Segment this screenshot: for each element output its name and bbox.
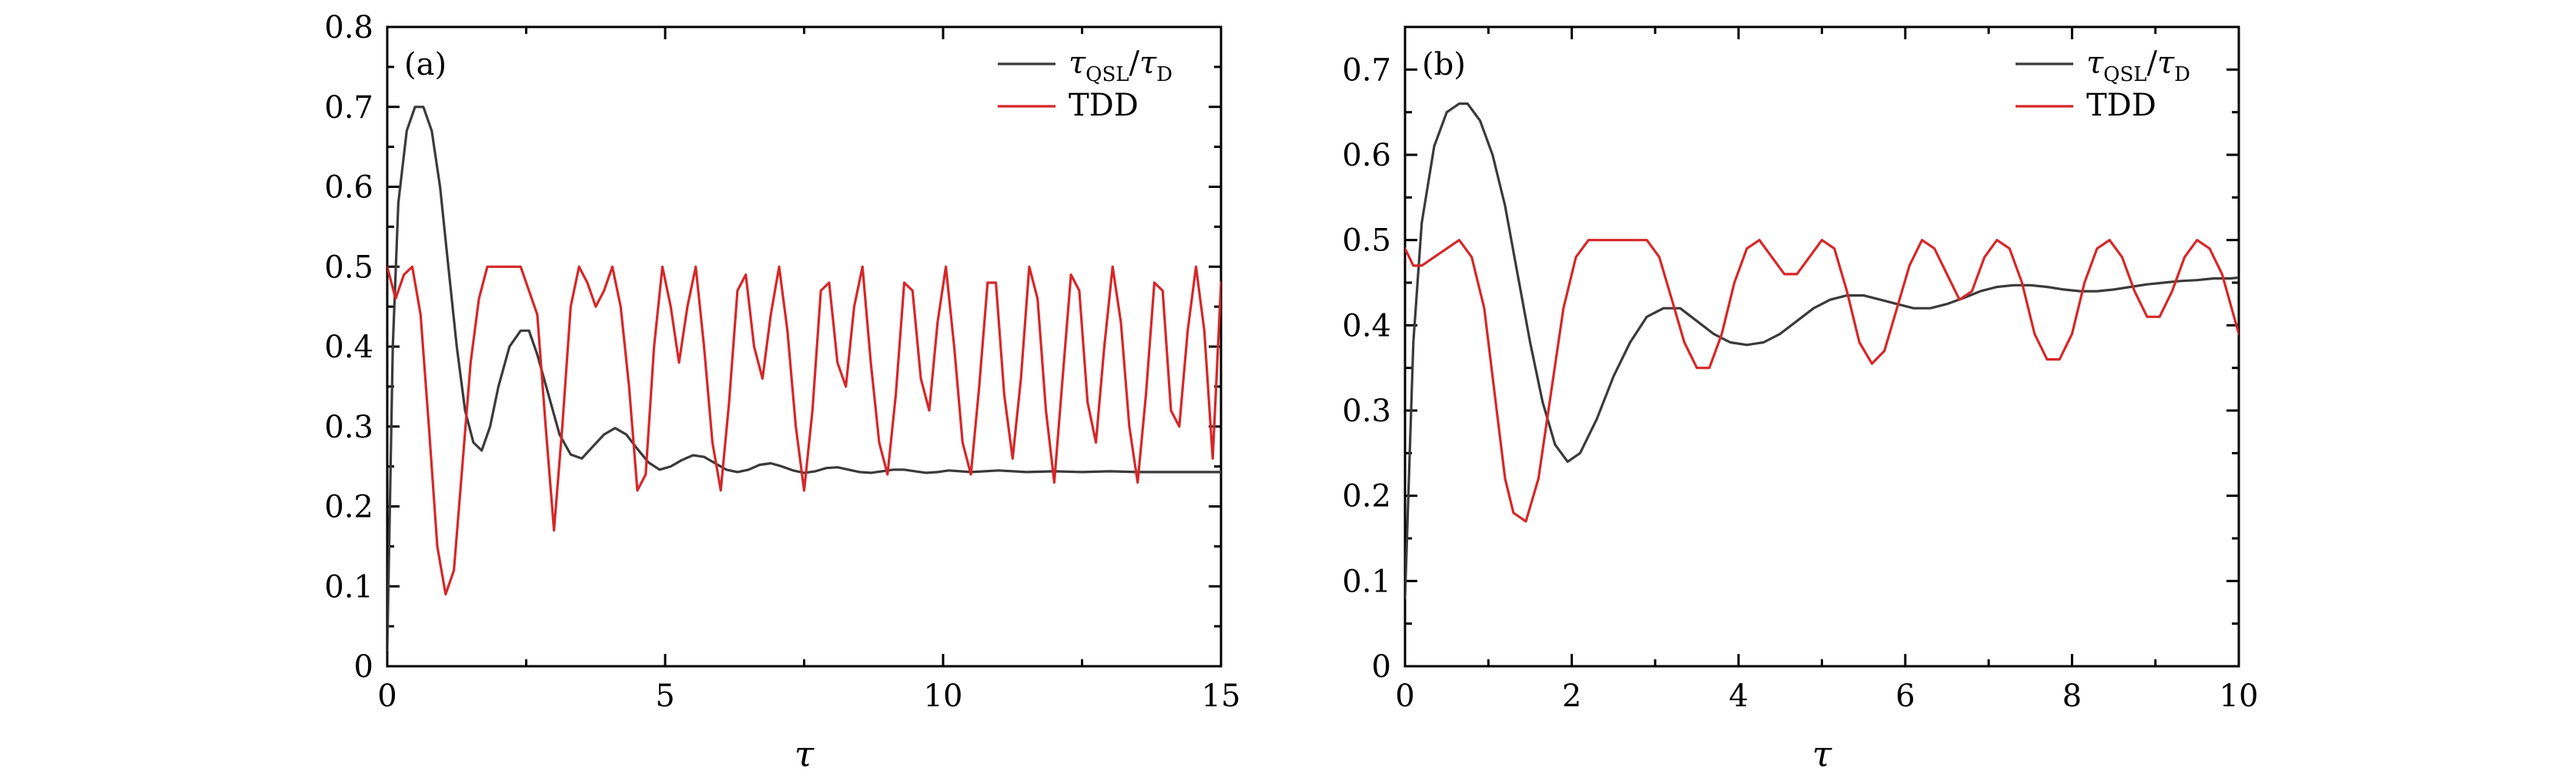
series-line-b-qsl [1405,102,2239,600]
legend-sub-d-b: D [2174,63,2190,86]
legend-label-a-0: τQSL/τD [1069,45,1173,86]
legend-label-b-0: τQSL/τD [2086,45,2190,86]
y-tick-label-b-5: 0.5 [1342,223,1391,259]
x-tick-label-a-0: 0 [377,679,396,714]
legend-slash-b: / [2147,45,2158,81]
legend-label-b-1: TDD [2086,88,2156,123]
legend-tau-b: τ [2086,45,2104,81]
legend-tau2-b: τ [2157,45,2175,81]
legend-label-a-1: TDD [1069,88,1139,123]
y-tick-label-a-6: 0.6 [324,170,373,206]
y-tick-label-b-2: 0.2 [1342,479,1391,515]
x-tick-label-a-1: 5 [655,679,674,714]
x-tick-label-b-0: 0 [1395,679,1414,714]
x-tick-label-b-2: 4 [1728,679,1748,714]
legend-tau2-a: τ [1139,45,1157,81]
series-line-b-tdd [1405,239,2239,523]
legend-sub-d-a: D [1156,63,1173,86]
y-tick-label-a-1: 0.1 [324,569,373,605]
x-tick-label-a-3: 15 [1202,679,1241,714]
series-line-a-qsl [387,106,1221,652]
legend-tau-a: τ [1069,45,1086,81]
x-axis-label-a: τ [795,733,815,775]
y-tick-label-b-7: 0.7 [1342,52,1391,88]
y-tick-label-a-8: 0.8 [324,10,373,45]
legend-sub-qsl-b: QSL [2103,63,2146,86]
y-tick-label-a-7: 0.7 [324,90,373,126]
x-tick-label-a-2: 10 [924,679,963,714]
x-tick-label-b-3: 6 [1895,679,1915,714]
panel-label-b: (b) [1422,47,1466,82]
x-axis-label-b: τ [1812,733,1833,775]
y-tick-label-a-4: 0.4 [324,330,373,365]
y-tick-label-b-1: 0.1 [1342,564,1391,599]
panel-label-a: (a) [404,47,447,82]
y-tick-label-b-4: 0.4 [1342,308,1391,344]
y-tick-label-b-3: 0.3 [1342,394,1391,429]
x-tick-label-b-4: 8 [2062,679,2082,714]
series-line-a-tdd [387,265,1221,596]
y-tick-label-a-2: 0.2 [324,490,373,525]
x-tick-label-b-5: 10 [2220,679,2259,714]
legend-sub-qsl-a: QSL [1086,63,1129,86]
x-tick-label-b-1: 2 [1562,679,1581,714]
y-tick-label-a-0: 0 [354,649,373,685]
y-tick-label-a-3: 0.3 [324,410,373,445]
legend-slash-a: / [1129,45,1140,81]
y-tick-label-b-0: 0 [1372,649,1391,685]
y-tick-label-a-5: 0.5 [324,250,373,285]
y-tick-label-b-6: 0.6 [1342,138,1391,173]
